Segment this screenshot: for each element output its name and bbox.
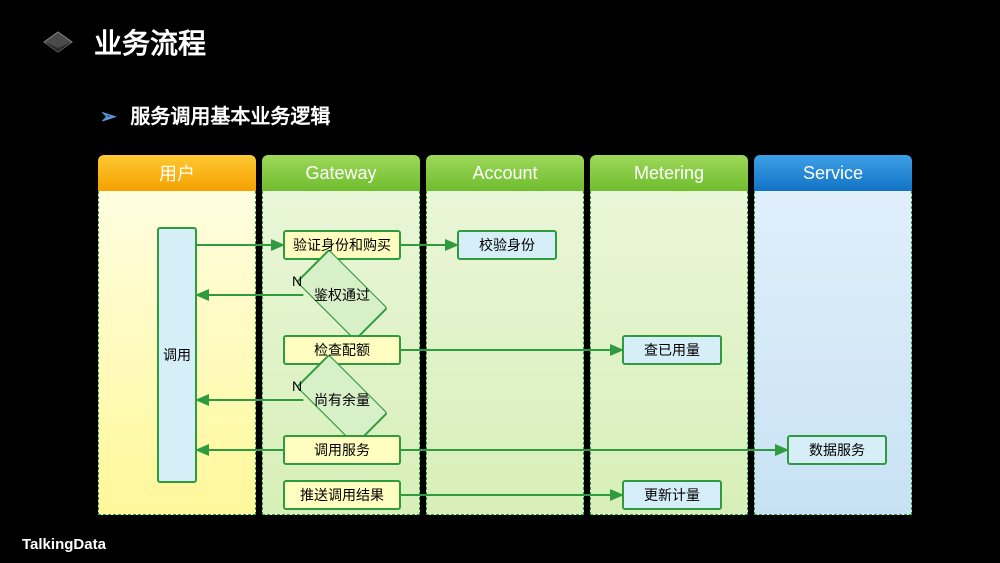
node-label: 尚有余量 xyxy=(314,390,370,410)
footer-brand: TalkingData xyxy=(22,536,106,553)
node-auth_ok: 鉴权通过 xyxy=(300,253,384,337)
node-check_id: 校验身份 xyxy=(457,230,557,260)
node-label: 调用 xyxy=(163,345,191,365)
slide-title: 业务流程 xyxy=(94,22,206,62)
swimlane-diagram: 用户GatewayAccountMeteringService 调用 验证身份和购… xyxy=(95,155,915,515)
swimlane-header: Metering xyxy=(590,155,748,191)
label-n: N xyxy=(292,378,302,394)
node-used: 查已用量 xyxy=(622,335,722,365)
node-label: 鉴权通过 xyxy=(314,285,370,305)
node-label: 查已用量 xyxy=(644,340,700,360)
node-update_meter: 更新计量 xyxy=(622,480,722,510)
node-has_quota: 尚有余量 xyxy=(300,358,384,442)
swimlane-header: Gateway xyxy=(262,155,420,191)
swimlane-col: Account xyxy=(426,155,584,515)
node-label: 检查配额 xyxy=(314,340,370,360)
bullet-icon: ➢ xyxy=(100,106,117,128)
swimlane-header: 用户 xyxy=(98,155,256,191)
slide-subtitle: ➢ 服务调用基本业务逻辑 xyxy=(100,100,330,129)
logo-icon xyxy=(38,28,78,56)
swimlane-header: Account xyxy=(426,155,584,191)
node-push_result: 推送调用结果 xyxy=(283,480,401,510)
node-call_svc: 调用服务 xyxy=(283,435,401,465)
label-n: N xyxy=(292,273,302,289)
node-label: 更新计量 xyxy=(644,485,700,505)
subtitle-text: 服务调用基本业务逻辑 xyxy=(130,106,330,128)
node-label: 验证身份和购买 xyxy=(293,235,391,255)
node-label: 数据服务 xyxy=(809,440,865,460)
slide-header: 业务流程 xyxy=(38,22,206,62)
swimlane-header: Service xyxy=(754,155,912,191)
node-user_call: 调用 xyxy=(157,227,197,483)
node-data_svc: 数据服务 xyxy=(787,435,887,465)
node-label: 推送调用结果 xyxy=(300,485,384,505)
node-label: 调用服务 xyxy=(314,440,370,460)
swimlane-body xyxy=(754,191,912,515)
node-label: 校验身份 xyxy=(479,235,535,255)
